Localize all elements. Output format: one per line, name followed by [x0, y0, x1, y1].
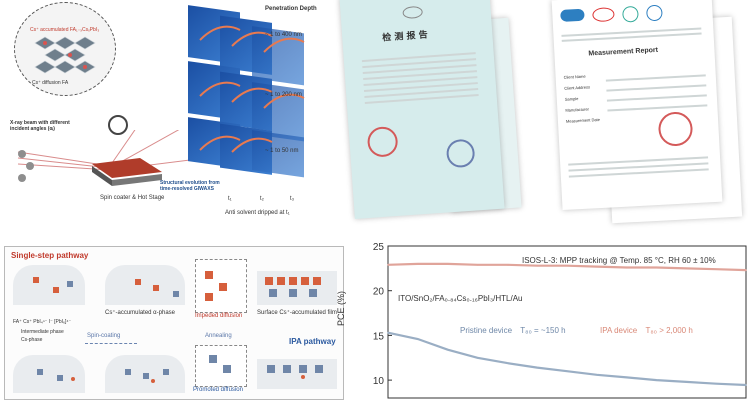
giwaxs-schematic: Cs⁺ accumulated FA₁₋ₓCsₓPbI₃ Cs⁺ diffusi…	[0, 0, 330, 230]
giwaxs-stack	[188, 5, 305, 178]
cert2-field-5: Measurement Date	[565, 116, 601, 124]
structural-label: Structural evolution from time-resolved …	[160, 180, 220, 192]
row2-particles	[37, 355, 323, 383]
row1-particles	[33, 271, 321, 301]
logo-1-icon	[560, 8, 585, 22]
series-1-point-10	[685, 267, 688, 270]
ipa-pathway-title: IPA pathway	[289, 337, 336, 346]
y-tick-label-0: 25	[373, 242, 385, 253]
series-0-point-12	[745, 384, 747, 386]
time-mark-2: t₂	[260, 196, 264, 202]
pathway-schematic: Single-step pathway Cs⁺-accumulated α-ph…	[4, 246, 344, 400]
penetration-title: Penetration Depth	[265, 6, 317, 12]
series-1-point-2	[446, 263, 449, 265]
legend-ipa-name: IPA device	[600, 326, 638, 335]
certificate-en: Measurement Report Client Name Client Ad…	[551, 0, 723, 211]
series-1-point-4	[506, 263, 509, 266]
chart-title: ISOS-L-3: MPP tracking @ Temp. 85 °C, RH…	[522, 256, 716, 265]
series-0-point-5	[536, 366, 538, 369]
chart-annotation: ITO/SnO₂/FA₀.₈₄Cs₀.₁₆PbI₃/HTL/Au	[398, 294, 523, 303]
promoted-label: Promoted diffusion	[193, 387, 243, 393]
pce-chart: 25 20 15 10	[348, 240, 750, 400]
y-tick-label-3: 10	[373, 376, 385, 387]
depth-label-3: ~ 1 to 50 nm	[265, 148, 299, 154]
series-0-point-10	[685, 381, 688, 383]
legend-ipa-lifetime: T₈₀ > 2,000 h	[645, 326, 693, 335]
series-1-point-11	[715, 268, 717, 271]
stage-label: Spin coater & Hot Stage	[100, 195, 165, 201]
series-0-point-3	[476, 356, 479, 359]
legend-pristine-name: Pristine device	[460, 326, 513, 335]
droplet-cell-2	[105, 265, 185, 305]
logo-4-icon	[646, 4, 663, 22]
series-1-point-5	[536, 264, 538, 267]
series-0-point-8	[625, 376, 628, 379]
legend-ions: FA⁺ Cs⁺ PbI₄ⁿ⁻ I⁻ [PbI₆]⁴⁻	[13, 319, 72, 325]
series-1-point-1	[417, 263, 419, 265]
series-1-point-6	[566, 264, 568, 267]
annealing-label: Annealing	[205, 333, 232, 339]
logo-3-icon	[622, 5, 639, 23]
time-mark-3: t₃	[290, 196, 295, 202]
series-line-0	[387, 331, 747, 387]
single-step-title: Single-step pathway	[11, 251, 89, 260]
impeded-label: Impeded diffusion	[195, 313, 243, 319]
cert1-title: 检 测 报 告	[382, 30, 429, 44]
blue-seal-icon	[445, 138, 476, 169]
certificates: 检 测 报 告 Measurement Report Client Name C…	[335, 0, 750, 230]
perovskite-lattice-icon	[34, 36, 96, 74]
y-tick-label-2: 15	[373, 331, 385, 342]
y-tick-label-1: 20	[373, 287, 385, 298]
series-1-point-12	[745, 269, 747, 271]
pce-chart-svg: 25 20 15 10	[373, 242, 747, 399]
ipa-film-cell	[257, 359, 337, 389]
spin-coating-label: Spin-coating	[87, 333, 121, 339]
legend-pristine-lifetime: T₈₀ = ~150 h	[520, 326, 566, 335]
antisolvent-label: Anti solvent dripped at t₁	[225, 210, 290, 216]
certificate-cn: 检 测 报 告	[339, 0, 505, 219]
promoted-box	[195, 345, 247, 387]
sample-film-icon	[92, 158, 162, 178]
series-0-point-4	[506, 362, 509, 364]
surface-film-cell	[257, 271, 337, 305]
cert2-title: Measurement Report	[588, 46, 659, 58]
series-0-point-9	[655, 379, 658, 381]
series-0-point-11	[715, 382, 717, 385]
crystal-inset	[14, 2, 116, 96]
cs-accumulated-label: Cs⁺ accumulated FA₁₋ₓCsₓPbI₃	[30, 27, 100, 33]
time-mark-1: t₁	[228, 196, 232, 202]
xray-label: X-ray beam with different incident angle…	[10, 120, 70, 132]
spin-coating-arrow	[85, 343, 137, 344]
series-1-point-0	[387, 263, 389, 266]
magnifier-icon	[108, 115, 128, 135]
series-1-point-3	[476, 263, 479, 266]
droplet-cell-3	[13, 355, 85, 393]
series-1-point-8	[625, 266, 628, 269]
red-stamp-icon	[657, 111, 694, 147]
series-1-point-9	[655, 266, 658, 269]
series-0-point-2	[446, 348, 449, 351]
alpha-phase-label: Cs⁺-accumulated α-phase	[105, 310, 175, 316]
plot-frame	[387, 245, 747, 399]
logo-2-icon	[592, 7, 615, 23]
legend-ipa: IPA device T₈₀ > 2,000 h	[600, 326, 693, 335]
beam-diagram	[17, 130, 271, 186]
series-0-point-6	[566, 370, 568, 372]
series-0-point-1	[417, 338, 419, 340]
series-0-point-0	[387, 331, 389, 334]
depth-label-1: ~ 1 to 400 nm	[265, 32, 302, 38]
cs-diffusion-label: Cs⁺ diffusion FA	[32, 80, 69, 86]
series-1-point-7	[596, 265, 598, 268]
giwaxs-panels	[180, 0, 330, 180]
legend-pristine: Pristine device T₈₀ = ~150 h	[460, 326, 566, 335]
series-0-point-7	[596, 373, 598, 376]
legend-intermediate: Intermediate phase	[21, 329, 64, 335]
depth-label-2: ~ 1 to 200 nm	[265, 92, 302, 98]
y-axis-label: PCE (%)	[336, 290, 346, 326]
legend-cs: Cs-phase	[21, 337, 43, 343]
cert-logo-icon	[402, 5, 424, 20]
red-seal-icon	[366, 125, 399, 158]
surface-film-label: Surface Cs⁺-accumulated film	[257, 310, 337, 316]
